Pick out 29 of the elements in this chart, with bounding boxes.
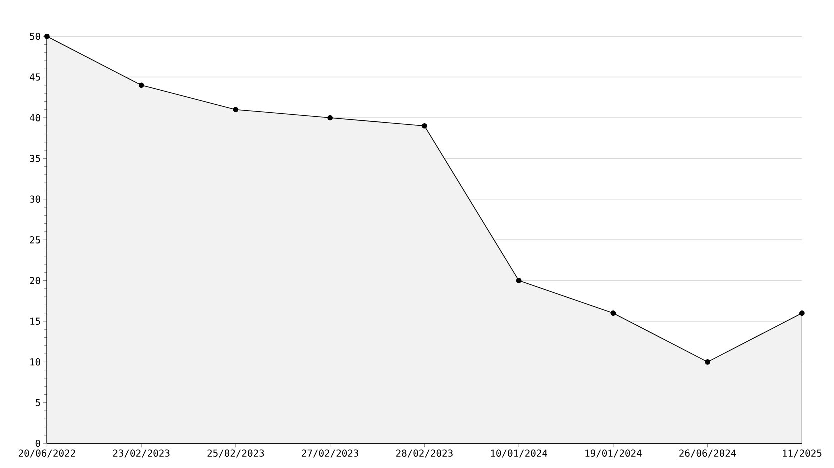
point	[233, 107, 239, 113]
y-tick-label: 25	[30, 236, 40, 244]
y-tick-label: 30	[30, 196, 40, 203]
x-tick-label: 27/02/2023	[302, 450, 358, 458]
point	[44, 34, 50, 40]
x-tick-label: 19/01/2024	[586, 450, 642, 458]
x-tick-label: 23/02/2023	[113, 450, 170, 458]
x-tick-label: 25/02/2023	[208, 450, 264, 458]
x-tick-label: 20/06/2022	[19, 450, 76, 458]
y-tick-label: 20	[30, 277, 40, 284]
y-tick-label: 35	[30, 155, 40, 162]
y-tick-label: 45	[30, 74, 40, 81]
y-tick-label: 5	[36, 399, 40, 406]
y-tick-label: 50	[30, 32, 40, 40]
x-tick-label: 11/2025	[783, 450, 822, 458]
point	[705, 360, 710, 365]
y-tick-label: 15	[30, 318, 40, 326]
x-tick-label: 26/06/2024	[680, 450, 736, 458]
point	[328, 115, 333, 121]
y-tick-label: 0	[36, 440, 40, 448]
point	[516, 278, 522, 284]
point	[800, 310, 805, 316]
y-tick-label: 40	[30, 114, 40, 122]
point	[138, 82, 144, 88]
point	[422, 123, 428, 129]
y-tick-label: 10	[30, 358, 40, 366]
x-tick-label: 28/02/2023	[396, 450, 453, 458]
point	[610, 310, 616, 316]
x-tick-label: 10/01/2024	[491, 450, 548, 458]
